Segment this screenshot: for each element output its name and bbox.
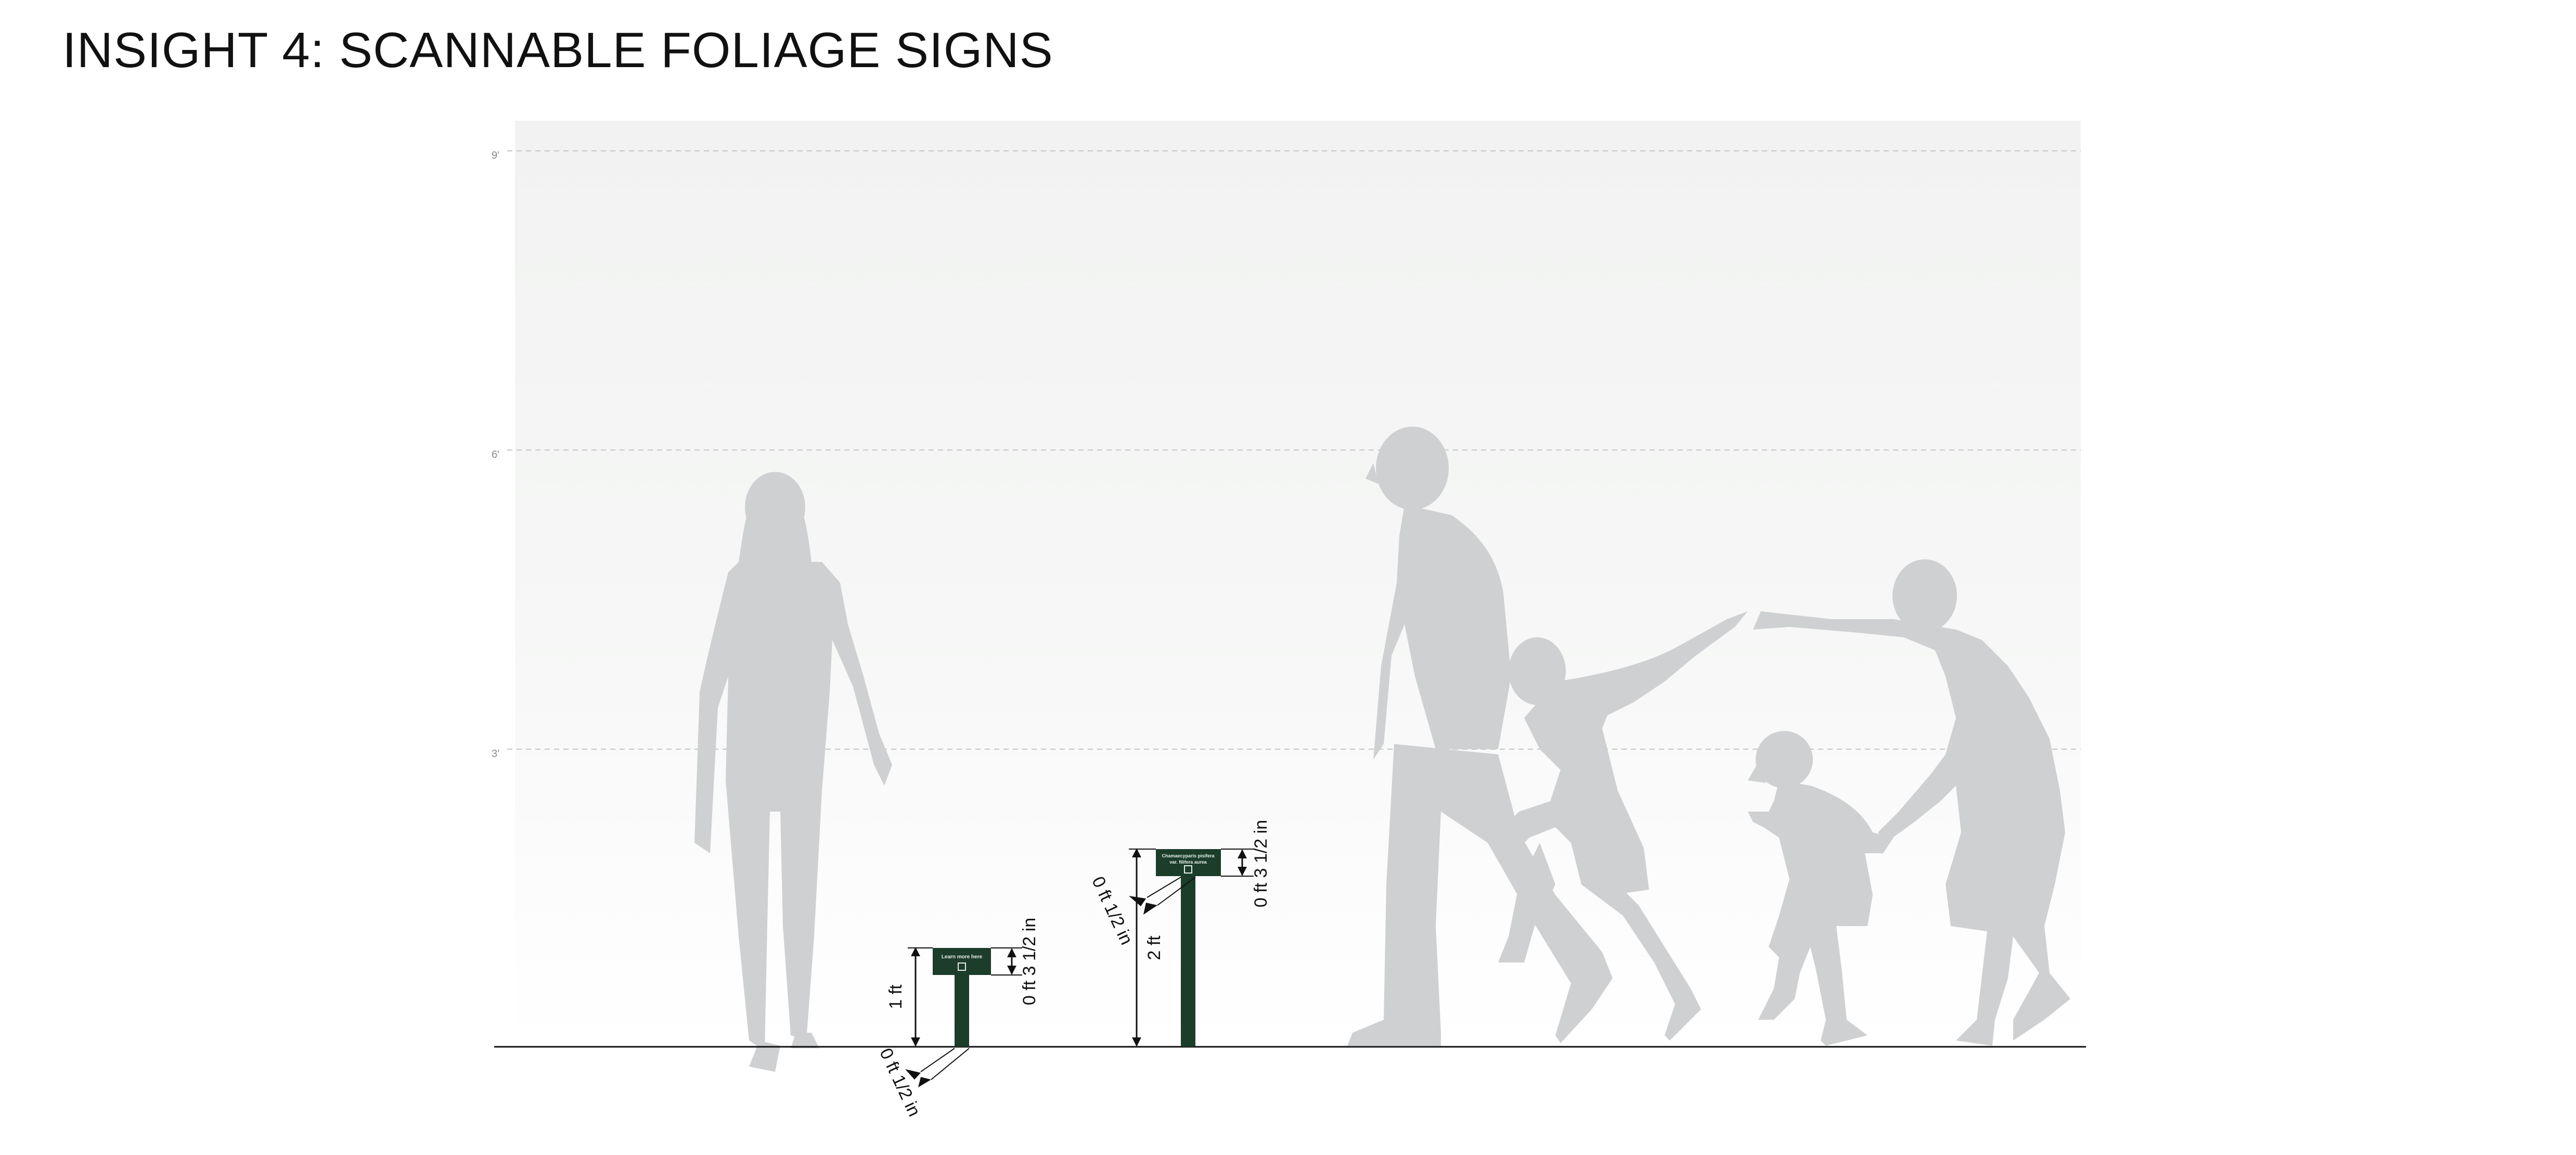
tall-sign-face [1156,849,1221,876]
small-sign-face-height-label: 0 ft 3 1/2 in [1020,918,1039,1005]
tall-sign-post-leader-1 [1147,877,1181,898]
tall-sign-face-height-label: 0 ft 3 1/2 in [1251,820,1271,907]
tall-sign-post-leader-2 [1157,877,1196,906]
tall-sign: Chamaecyparis pisifera var. filifera aur… [1156,849,1221,1047]
tall-sign-height-label: 2 ft [1144,935,1164,960]
child-running-silhouette [1498,611,1748,1041]
qr-code-icon [1184,865,1192,874]
small-sign-height-label: 1 ft [886,984,906,1009]
qr-code-icon [958,962,966,971]
scale-label-9ft: 9' [492,150,499,161]
small-sign-post-label: 0 ft 1/2 in [875,1045,924,1120]
scale-label-6ft: 6' [492,449,499,460]
small-sign-post [955,974,969,1047]
tall-sign-post [1181,875,1195,1047]
tall-sign-post-arrow [1129,896,1157,915]
man-leaning-silhouette [1347,427,1613,1046]
tall-sign-face-text-line2: var. filifera aurea [1169,859,1207,865]
small-sign-post-arrow [905,1069,931,1087]
page-title: INSIGHT 4: SCANNABLE FOLIAGE SIGNS [62,22,1053,78]
small-sign-face-text: Learn more here [942,954,983,960]
scale-label-3ft: 3' [492,748,499,760]
woman-standing-silhouette [694,472,892,1072]
small-sign: Learn more here [933,948,991,1047]
small-sign-post-leader-1 [920,1048,955,1072]
small-sign-post-leader-2 [931,1048,970,1080]
small-sign-face [933,948,991,975]
small-child-silhouette [1748,731,1894,1046]
tall-sign-face-text-line1: Chamaecyparis pisifera [1162,853,1215,858]
woman-pointing-silhouette [1753,559,2070,1046]
